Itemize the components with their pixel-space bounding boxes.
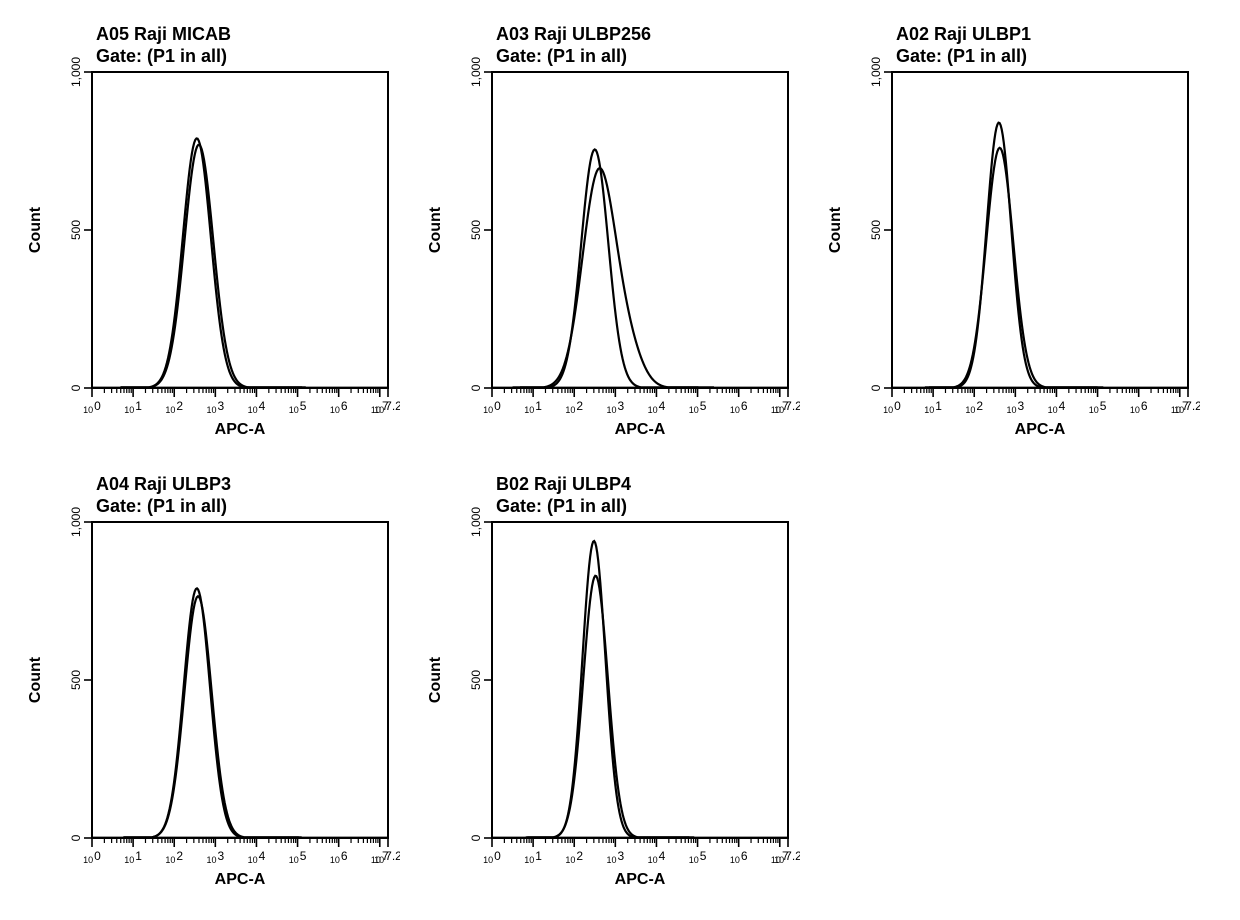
histogram-curve	[513, 168, 714, 387]
svg-text:100: 100	[483, 849, 501, 865]
svg-text:107.2: 107.2	[1174, 399, 1200, 415]
svg-text:101: 101	[924, 399, 942, 415]
svg-text:1,000: 1,000	[469, 57, 483, 87]
svg-text:104: 104	[248, 849, 266, 865]
svg-text:100: 100	[83, 849, 101, 865]
y-axis-label: Count	[827, 206, 844, 253]
panel-title-line2: Gate: (P1 in all)	[96, 496, 227, 516]
panel-title-line1: A04 Raji ULBP3	[96, 474, 231, 494]
svg-text:1,000: 1,000	[869, 57, 883, 87]
x-axis-label: APC-A	[615, 871, 666, 888]
x-axis-label: APC-A	[1015, 421, 1066, 438]
svg-text:106: 106	[730, 399, 748, 415]
histogram-svg: A05 Raji MICABGate: (P1 in all) 100 101 102…	[20, 20, 400, 450]
svg-text:102: 102	[965, 399, 983, 415]
panel-title-line2: Gate: (P1 in all)	[896, 46, 1027, 66]
svg-text:0: 0	[469, 834, 483, 841]
panel-title-line1: B02 Raji ULBP4	[496, 474, 631, 494]
svg-text:103: 103	[206, 399, 224, 415]
svg-text:100: 100	[883, 399, 901, 415]
svg-text:107.2: 107.2	[374, 399, 400, 415]
panel-title-line1: A03 Raji ULBP256	[496, 24, 651, 44]
svg-text:105: 105	[289, 399, 307, 415]
plot-frame	[492, 72, 788, 388]
plot-frame	[892, 72, 1188, 388]
histogram-panel: B02 Raji ULBP4Gate: (P1 in all) 100 101 102…	[420, 470, 800, 900]
y-axis-label: Count	[27, 206, 44, 253]
svg-text:104: 104	[1048, 399, 1066, 415]
histogram-svg: A03 Raji ULBP256Gate: (P1 in all) 100 101 1…	[420, 20, 800, 450]
histogram-panel: A05 Raji MICABGate: (P1 in all) 100 101 102…	[20, 20, 400, 450]
svg-text:101: 101	[124, 849, 142, 865]
plot-frame	[92, 72, 388, 388]
svg-text:101: 101	[124, 399, 142, 415]
y-axis-label: Count	[27, 656, 44, 703]
histogram-curve	[929, 123, 1098, 388]
svg-text:105: 105	[689, 399, 707, 415]
panel-title-line1: A02 Raji ULBP1	[896, 24, 1031, 44]
svg-text:104: 104	[648, 849, 666, 865]
svg-text:106: 106	[330, 849, 348, 865]
histogram-svg: A02 Raji ULBP1Gate: (P1 in all) 100 101 102…	[820, 20, 1200, 450]
svg-text:105: 105	[1089, 399, 1107, 415]
y-axis-label: Count	[427, 656, 444, 703]
svg-text:106: 106	[330, 399, 348, 415]
x-axis-label: APC-A	[615, 421, 666, 438]
svg-text:104: 104	[648, 399, 666, 415]
panel-title-line2: Gate: (P1 in all)	[96, 46, 227, 66]
svg-text:107.2: 107.2	[774, 399, 800, 415]
histogram-svg: B02 Raji ULBP4Gate: (P1 in all) 100 101 102…	[420, 470, 800, 900]
plot-frame	[492, 522, 788, 838]
svg-text:500: 500	[469, 670, 483, 690]
svg-text:1,000: 1,000	[469, 507, 483, 537]
svg-text:500: 500	[69, 670, 83, 690]
svg-text:103: 103	[206, 849, 224, 865]
svg-text:102: 102	[565, 849, 583, 865]
histogram-curve	[124, 588, 299, 837]
svg-text:103: 103	[606, 849, 624, 865]
histogram-curve	[120, 138, 302, 387]
svg-text:500: 500	[69, 220, 83, 240]
svg-text:102: 102	[165, 399, 183, 415]
svg-text:107.2: 107.2	[374, 849, 400, 865]
histogram-panel: A03 Raji ULBP256Gate: (P1 in all) 100 101 1…	[420, 20, 800, 450]
histogram-panel: A04 Raji ULBP3Gate: (P1 in all) 100 101 102…	[20, 470, 400, 900]
svg-text:105: 105	[289, 849, 307, 865]
histogram-curve	[520, 149, 698, 387]
svg-text:0: 0	[469, 384, 483, 391]
svg-text:0: 0	[69, 384, 83, 391]
svg-text:0: 0	[869, 384, 883, 391]
svg-text:500: 500	[469, 220, 483, 240]
panel-title-line2: Gate: (P1 in all)	[496, 496, 627, 516]
histogram-svg: A04 Raji ULBP3Gate: (P1 in all) 100 101 102…	[20, 470, 400, 900]
svg-text:500: 500	[869, 220, 883, 240]
svg-text:105: 105	[689, 849, 707, 865]
histogram-grid: A05 Raji MICABGate: (P1 in all)100101102…	[20, 20, 1220, 900]
x-axis-label: APC-A	[215, 421, 266, 438]
panel-title-line2: Gate: (P1 in all)	[496, 46, 627, 66]
histogram-curve	[526, 576, 695, 838]
svg-text:102: 102	[565, 399, 583, 415]
panel-title-line1: A05 Raji MICAB	[96, 24, 231, 44]
y-axis-label: Count	[427, 206, 444, 253]
svg-text:103: 103	[1006, 399, 1024, 415]
svg-text:101: 101	[524, 399, 542, 415]
svg-text:1,000: 1,000	[69, 57, 83, 87]
svg-text:106: 106	[1130, 399, 1148, 415]
svg-text:100: 100	[483, 399, 501, 415]
svg-text:106: 106	[730, 849, 748, 865]
histogram-panel: A02 Raji ULBP1Gate: (P1 in all) 100 101 102…	[820, 20, 1200, 450]
plot-frame	[92, 522, 388, 838]
svg-text:0: 0	[69, 834, 83, 841]
svg-text:101: 101	[524, 849, 542, 865]
svg-text:107.2: 107.2	[774, 849, 800, 865]
svg-text:102: 102	[165, 849, 183, 865]
x-axis-label: APC-A	[215, 871, 266, 888]
svg-text:103: 103	[606, 399, 624, 415]
svg-text:104: 104	[248, 399, 266, 415]
svg-text:100: 100	[83, 399, 101, 415]
svg-text:1,000: 1,000	[69, 507, 83, 537]
